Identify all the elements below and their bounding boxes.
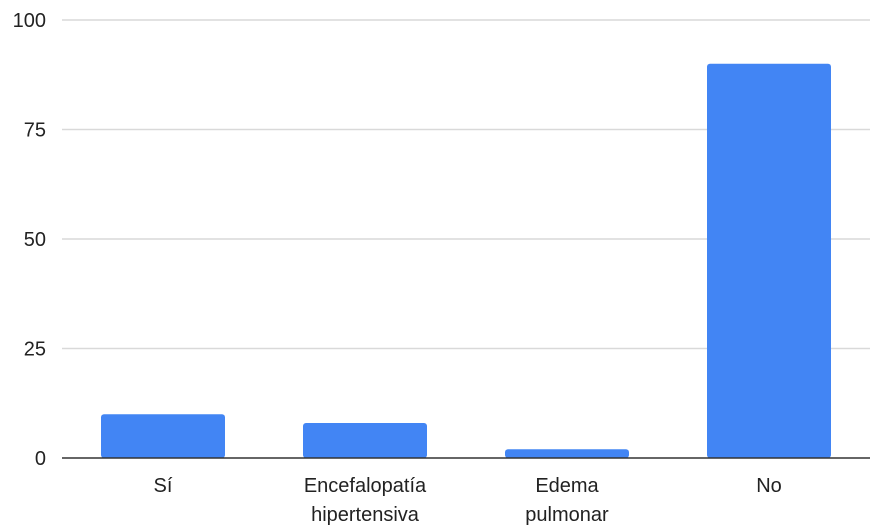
y-tick-label-50: 50 (24, 229, 46, 251)
axes: 0 25 50 75 100 Sí Encefalopatía hipertensiva Ede… (13, 10, 870, 525)
x-tick-label-0: Sí (154, 475, 173, 497)
x-tick-label-3: No (756, 475, 782, 497)
bar-2 (505, 449, 629, 458)
y-tick-label-75: 75 (24, 120, 46, 142)
bar-3 (707, 63, 831, 459)
y-tick-label-100: 100 (13, 10, 46, 32)
y-tick-label-0: 0 (35, 448, 46, 470)
x-tick-label-2: Edema pulmonar (525, 475, 609, 525)
x-tick-label-1: Encefalopatía hipertensiva (304, 475, 427, 525)
bars (101, 63, 831, 459)
bar-0 (101, 414, 225, 458)
y-tick-label-25: 25 (24, 339, 46, 361)
bar-1 (303, 422, 427, 458)
